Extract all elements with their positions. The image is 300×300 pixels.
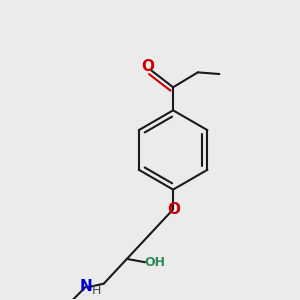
Text: H: H	[92, 284, 101, 297]
Text: O: O	[141, 59, 154, 74]
Text: O: O	[167, 202, 180, 217]
Text: N: N	[79, 280, 92, 295]
Text: OH: OH	[145, 256, 166, 269]
